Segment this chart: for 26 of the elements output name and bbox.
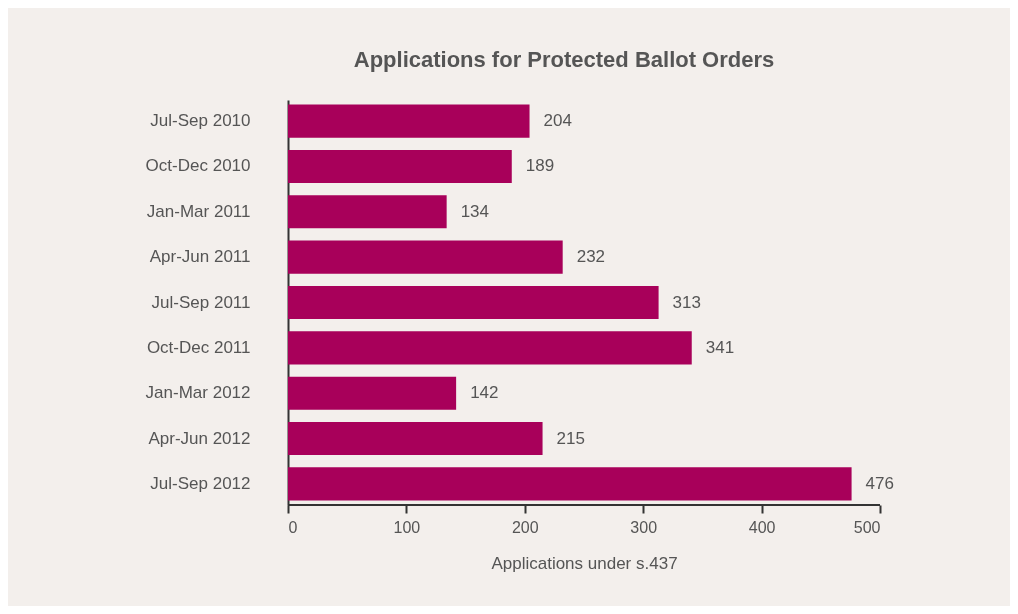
data-label: 204	[543, 111, 572, 131]
x-axis-title: Applications under s.437	[491, 553, 678, 573]
chart-title: Applications for Protected Ballot Orders	[353, 47, 775, 72]
y-tick-label: Oct-Dec 2011	[146, 337, 251, 357]
y-tick-label: Apr-Jun 2011	[149, 247, 251, 267]
y-tick-label: Jan-Mar 2011	[146, 201, 251, 221]
y-tick-label: Jul-Sep 2010	[150, 111, 251, 131]
data-label: 189	[525, 156, 555, 176]
x-tick-label: 200	[511, 518, 539, 536]
y-tick-label: Jan-Mar 2012	[145, 383, 251, 403]
data-label: 142	[470, 383, 499, 403]
y-tick-label: Oct-Dec 2010	[145, 156, 251, 176]
y-tick-label: Apr-Jun 2012	[148, 428, 251, 448]
data-label: 313	[672, 292, 701, 312]
y-tick-label: Jul-Sep 2011	[151, 292, 251, 312]
x-tick-label: 0	[288, 518, 298, 536]
data-label: 134	[460, 201, 490, 221]
data-label: 232	[576, 247, 606, 267]
data-label: 215	[556, 428, 585, 448]
y-tick-label: Jul-Sep 2012	[150, 473, 251, 493]
x-tick-label: 500	[853, 518, 881, 536]
data-label: 476	[865, 473, 894, 493]
data-label: 341	[705, 337, 735, 357]
x-tick-label: 400	[748, 518, 776, 536]
x-tick-label: 100	[393, 518, 421, 536]
x-tick-label: 300	[630, 518, 658, 536]
